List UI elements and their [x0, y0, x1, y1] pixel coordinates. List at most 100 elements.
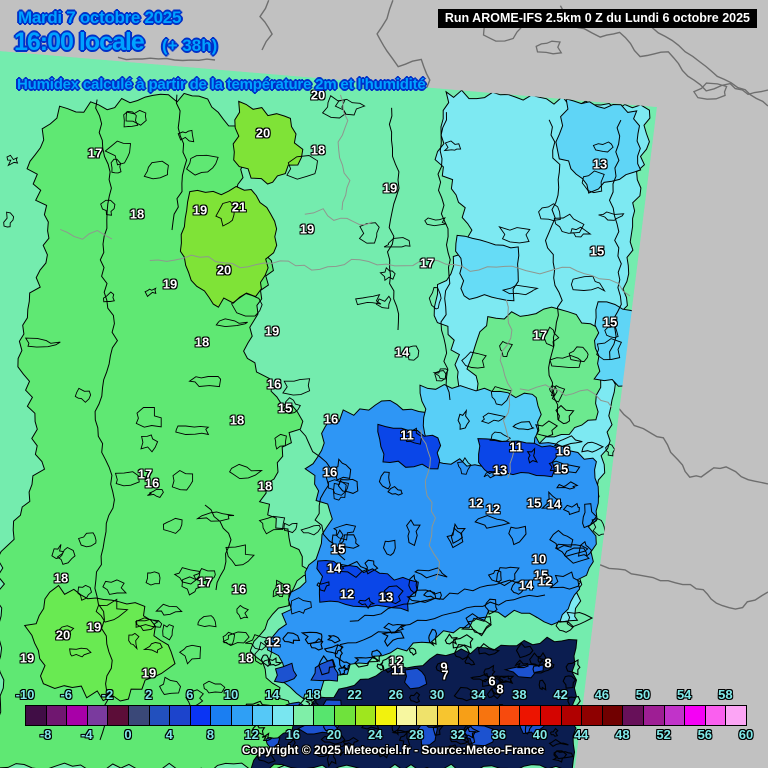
scale-tick-label: 22	[347, 687, 362, 702]
map-value-label: 18	[53, 570, 69, 586]
scale-tick-label: 36	[491, 727, 507, 742]
scale-tick-label: -10	[15, 687, 35, 702]
scale-tick-label: 42	[553, 687, 568, 702]
scale-tick-label: 56	[697, 727, 713, 742]
scale-tick-label: 24	[367, 727, 383, 742]
scale-cell	[354, 705, 377, 726]
map-value-label: 19	[19, 650, 35, 666]
scale-tick-label: 28	[409, 727, 424, 742]
scale-tick-label: 48	[615, 727, 630, 742]
scale-cell	[663, 705, 686, 726]
scale-tick-label: 38	[512, 687, 527, 702]
map-value-label: 16	[323, 411, 339, 427]
scale-tick-label: 16	[285, 727, 301, 742]
scale-cell	[437, 705, 459, 726]
map-value-label: 6	[488, 673, 496, 689]
scale-tick-label: 12	[244, 727, 259, 742]
map-value-label: 18	[129, 206, 145, 222]
map-value-label: 17	[137, 466, 153, 482]
map-value-label: 9	[440, 659, 448, 675]
map-value-label: 12	[388, 653, 404, 669]
scale-cell	[581, 705, 603, 726]
map-value-label: 20	[55, 627, 71, 643]
map-value-label: 19	[192, 202, 208, 218]
scale-cell	[725, 705, 747, 726]
map-value-label: 13	[492, 462, 508, 478]
scale-tick-label: 32	[450, 727, 465, 742]
scale-tick-label: 30	[429, 687, 445, 702]
map-value-label: 18	[238, 650, 254, 666]
scale-tick-label: 6	[186, 687, 194, 702]
map-value-label: 17	[87, 145, 103, 161]
scale-tick-label: 58	[718, 687, 733, 702]
scale-tick-label: -6	[60, 687, 72, 702]
map-value-label: 15	[602, 314, 618, 330]
scale-tick-label: 50	[635, 687, 651, 702]
map-value-label: 12	[468, 495, 484, 511]
scale-cell	[292, 705, 315, 726]
scale-cell	[128, 705, 150, 726]
scale-cell	[395, 705, 418, 726]
scale-cell	[169, 705, 191, 726]
map-value-label: 11	[400, 427, 414, 443]
map-value-label: 15	[553, 461, 569, 477]
map-value-label: 15	[526, 495, 542, 511]
scale-cell	[272, 705, 294, 726]
scale-cell	[704, 705, 727, 726]
map-value-label: 12	[537, 573, 553, 589]
map-value-label: 8	[544, 655, 552, 671]
scale-cell	[478, 705, 500, 726]
scale-cell	[643, 705, 665, 726]
scale-cell	[107, 705, 129, 726]
scale-cell	[189, 705, 212, 726]
scale-cell	[251, 705, 274, 726]
scale-tick-label: 20	[326, 727, 342, 742]
scale-cell	[519, 705, 541, 726]
map-value-label: 20	[310, 87, 326, 103]
map-value-label: 14	[394, 344, 410, 360]
scale-tick-label: 0	[124, 727, 132, 742]
scale-cell	[334, 705, 356, 726]
scale-cell	[210, 705, 232, 726]
map-value-label: 7	[441, 667, 449, 683]
date-line: Mardi 7 octobre 2025	[18, 8, 182, 27]
scale-cell	[148, 705, 171, 726]
map-value-label: 19	[382, 180, 398, 196]
time-offset: (+ 38h)	[162, 36, 218, 55]
map-value-label: 15	[589, 243, 605, 259]
scale-tick-label: 40	[532, 727, 548, 742]
map-value-label: 11	[391, 662, 405, 678]
map-value-label: 20	[216, 262, 232, 278]
scale-tick-label: -4	[81, 727, 93, 742]
scale-tick-label: 14	[264, 687, 280, 702]
scale-tick-label: 60	[738, 727, 754, 742]
map-value-label: 16	[322, 464, 338, 480]
scale-tick-label: 34	[470, 687, 486, 702]
map-value-label: 13	[592, 156, 608, 172]
map-value-label: 17	[419, 255, 435, 271]
time-line: 16:00 locale	[14, 28, 145, 56]
map-value-label: 14	[326, 560, 342, 576]
scale-cell	[25, 705, 47, 726]
scale-cell	[375, 705, 397, 726]
map-value-label: 20	[255, 125, 271, 141]
scale-tick-label: 26	[388, 687, 404, 702]
scale-cell	[66, 705, 88, 726]
scale-cell	[416, 705, 438, 726]
map-value-label: 17	[197, 574, 213, 590]
map-value-label: 17	[532, 327, 548, 343]
map-value-label: 15	[533, 567, 549, 583]
map-value-label: 16	[555, 443, 571, 459]
scale-cell	[86, 705, 109, 726]
scale-cell	[313, 705, 335, 726]
map-value-label: 16	[231, 581, 247, 597]
scale-tick-label: 2	[144, 687, 153, 702]
map-value-label: 15	[330, 541, 346, 557]
map-subtitle: Humidex calculé à partir de la températu…	[17, 76, 426, 93]
map-value-label: 18	[257, 478, 273, 494]
scale-cell	[540, 705, 562, 726]
map-value-label: 18	[229, 412, 245, 428]
map-value-label: 19	[264, 323, 280, 339]
scale-tick-label: 18	[306, 687, 321, 702]
